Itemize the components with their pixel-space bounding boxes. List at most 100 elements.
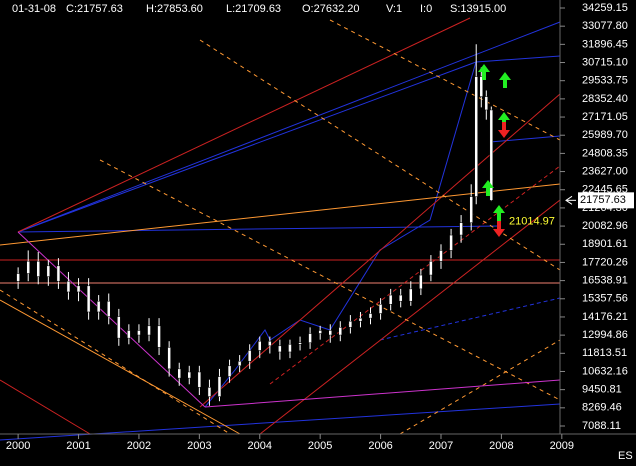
candle-body xyxy=(187,371,192,379)
candles xyxy=(16,44,494,406)
y-tick-label: 20082.96 xyxy=(582,220,628,232)
header-high: H:27853.60 xyxy=(146,3,203,15)
trendline xyxy=(475,55,561,63)
y-tick-label: 9450.81 xyxy=(582,384,622,396)
y-tick-label: 33077.80 xyxy=(582,20,628,32)
x-tick-label: 2006 xyxy=(368,440,392,452)
candle-body xyxy=(66,280,71,293)
candle-body xyxy=(237,360,242,367)
header-volume: V:1 xyxy=(386,3,402,15)
candle-body xyxy=(258,340,262,351)
trendline xyxy=(399,339,561,435)
x-tick-label: 2002 xyxy=(127,440,151,452)
trendline xyxy=(379,297,561,341)
header-close: C:21757.63 xyxy=(66,3,123,15)
candle-body xyxy=(167,347,171,370)
candle-body xyxy=(409,288,413,302)
trendline xyxy=(269,165,561,385)
candle-body xyxy=(268,340,272,347)
candle-body xyxy=(227,365,232,377)
trendline xyxy=(259,199,561,435)
header-low: L:21709.63 xyxy=(226,3,281,15)
down-arrow xyxy=(498,122,510,138)
candle-body xyxy=(368,313,373,319)
candle-body xyxy=(378,304,383,314)
trendline xyxy=(489,135,561,143)
candle-body xyxy=(207,387,212,397)
symbol: ES xyxy=(618,450,633,462)
header-interest: I:0 xyxy=(420,3,432,15)
candle-body xyxy=(328,330,333,336)
y-tick-label: 34259.15 xyxy=(582,2,628,14)
trendline xyxy=(0,183,561,246)
candle-body xyxy=(247,350,252,362)
y-tick-label: 25989.70 xyxy=(582,129,628,141)
trendline xyxy=(17,225,501,233)
y-tick-label: 14176.21 xyxy=(582,311,628,323)
candle-body xyxy=(419,274,423,290)
candle-body xyxy=(298,342,302,345)
candle-body xyxy=(36,260,40,277)
candle-body xyxy=(398,294,403,302)
down-arrow xyxy=(493,221,505,237)
candle-body xyxy=(106,300,111,317)
header: 01-31-08 C:21757.63 H:27853.60 L:21709.6… xyxy=(12,3,506,15)
y-tick-label: 8269.46 xyxy=(582,402,622,414)
candle-body xyxy=(127,330,131,339)
y-tick-label: 7088.11 xyxy=(582,420,621,432)
trendline xyxy=(99,159,561,401)
candle-body xyxy=(197,371,202,388)
candle-body xyxy=(479,76,484,97)
candle-body xyxy=(348,320,353,328)
y-tick-label: 16538.91 xyxy=(582,275,628,287)
candle-body xyxy=(46,265,51,277)
header-date: 01-31-08 xyxy=(12,3,56,15)
candle-body xyxy=(76,285,81,293)
trendline xyxy=(17,21,561,233)
trendline xyxy=(0,289,231,435)
candle-body xyxy=(358,317,363,322)
x-tick-label: 2005 xyxy=(308,440,332,452)
candle-body xyxy=(278,345,282,353)
x-tick-label: 2008 xyxy=(489,440,513,452)
candle-body xyxy=(157,325,161,348)
y-tick-label: 12994.86 xyxy=(582,329,628,341)
candle-body xyxy=(86,285,91,313)
y-tick-label: 29533.75 xyxy=(582,75,628,87)
trendline xyxy=(17,61,477,233)
up-arrow xyxy=(498,112,510,128)
x-tick-label: 2003 xyxy=(187,440,211,452)
y-tick-label: 31896.45 xyxy=(582,38,628,50)
trendline xyxy=(0,379,91,435)
candle-body xyxy=(388,294,393,305)
trendline xyxy=(204,61,477,408)
y-tick-label: 30715.10 xyxy=(582,56,628,68)
candle-body xyxy=(56,265,61,282)
up-arrow xyxy=(478,64,490,80)
candle-body xyxy=(217,376,222,397)
candle-body xyxy=(288,344,292,353)
candle-body xyxy=(459,222,463,236)
up-arrow xyxy=(499,72,511,88)
candle-body xyxy=(147,325,151,336)
up-arrow xyxy=(493,205,505,221)
y-tick-label: 17720.26 xyxy=(582,256,628,268)
trendline xyxy=(204,379,561,408)
header-s: S:13915.00 xyxy=(450,3,506,15)
candle-body xyxy=(177,368,181,379)
y-tick-label: 10632.16 xyxy=(582,365,628,377)
candle-body xyxy=(338,327,343,336)
x-tick-label: 2009 xyxy=(550,440,574,452)
trendline xyxy=(0,299,241,435)
up-arrow xyxy=(482,180,494,196)
candle-body xyxy=(449,234,453,251)
signal-arrows xyxy=(478,64,511,237)
x-tick-label: 2001 xyxy=(66,440,90,452)
candle-body xyxy=(469,196,473,223)
last-price-label: 21757.63 xyxy=(580,194,626,206)
candle-body xyxy=(96,300,101,313)
candle-body xyxy=(429,260,433,276)
x-tick-label: 2007 xyxy=(429,440,453,452)
trendline xyxy=(0,403,561,441)
